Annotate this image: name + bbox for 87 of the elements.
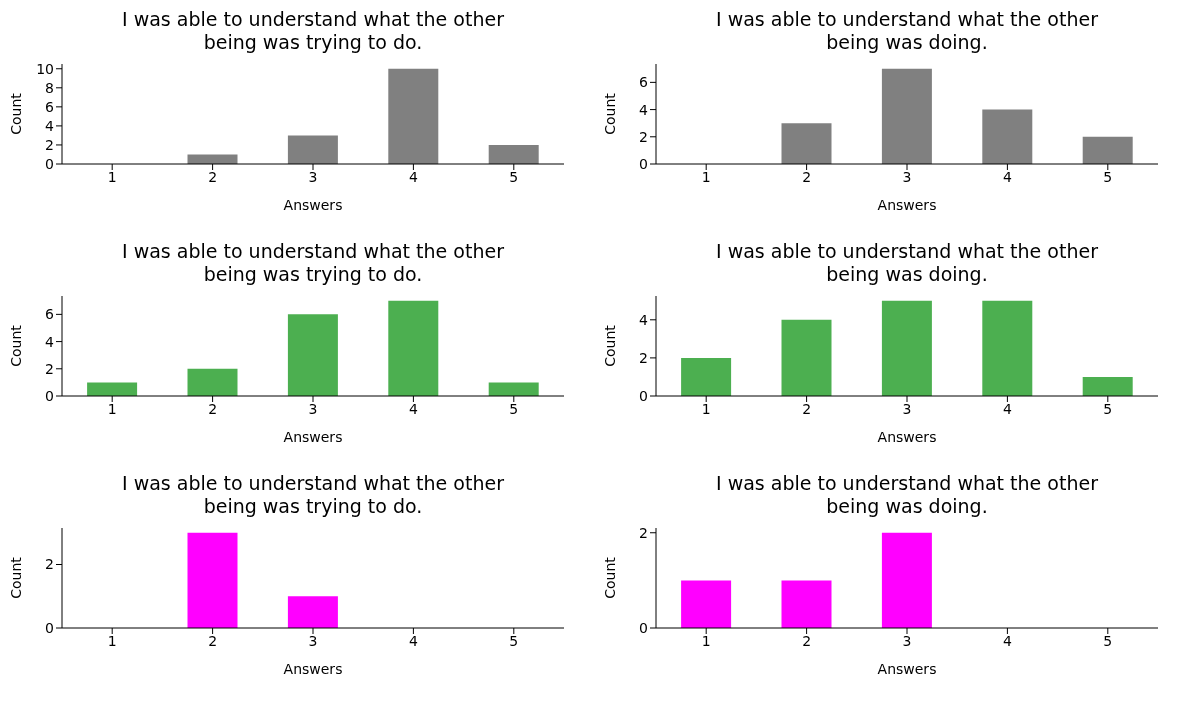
y-tick-label: 0	[45, 155, 54, 172]
chart-title: I was able to understand what the other being was doing.	[715, 472, 1099, 519]
x-tick-label: 4	[408, 632, 418, 649]
x-tick-label: 5	[1103, 632, 1113, 649]
chart-title: I was able to understand what the other being was doing.	[715, 240, 1099, 287]
y-tick-label: 2	[639, 524, 648, 541]
x-tick-label: 1	[701, 168, 711, 185]
y-tick-label: 0	[639, 619, 648, 636]
x-tick-label: 5	[1103, 400, 1113, 417]
x-tick-label: 5	[509, 400, 519, 417]
y-tick-label: 2	[45, 136, 54, 153]
y-tick-label: 0	[639, 155, 648, 172]
x-tick-label: 2	[208, 632, 218, 649]
bar	[388, 300, 439, 396]
x-tick-label: 5	[1103, 168, 1113, 185]
x-tick-label: 3	[902, 400, 912, 417]
y-axis-title: Count	[601, 92, 618, 135]
x-axis-title: Answers	[283, 429, 343, 445]
y-tick-label: 4	[45, 117, 55, 134]
x-tick-label: 4	[1002, 400, 1012, 417]
bar	[488, 144, 539, 164]
bar	[681, 357, 732, 396]
x-tick-label: 2	[208, 168, 218, 185]
y-tick-label: 2	[639, 349, 648, 366]
y-axis-title: Count	[601, 324, 618, 367]
x-tick-label: 2	[802, 632, 812, 649]
bar	[388, 68, 439, 164]
chart-title: I was able to understand what the other being was doing.	[715, 8, 1099, 55]
x-axis-title: Answers	[877, 197, 937, 213]
x-tick-label: 1	[107, 632, 117, 649]
bar	[1082, 136, 1133, 164]
x-tick-label: 4	[1002, 632, 1012, 649]
y-tick-label: 4	[639, 311, 649, 328]
y-axis-title: Count	[601, 556, 618, 599]
y-tick-label: 2	[45, 360, 54, 377]
bar	[287, 314, 338, 396]
x-tick-label: 4	[408, 400, 418, 417]
x-tick-label: 3	[902, 168, 912, 185]
y-tick-label: 0	[45, 619, 54, 636]
y-tick-label: 6	[45, 306, 55, 323]
x-tick-label: 3	[308, 632, 318, 649]
y-axis-title: Count	[7, 556, 24, 599]
bar	[187, 368, 238, 396]
x-axis-title: Answers	[877, 429, 937, 445]
y-tick-label: 2	[45, 556, 54, 573]
y-tick-label: 0	[45, 387, 54, 404]
bar	[881, 300, 932, 396]
x-tick-label: 5	[509, 168, 519, 185]
bar	[1082, 376, 1133, 396]
bar	[287, 135, 338, 164]
y-tick-label: 8	[45, 79, 54, 96]
x-tick-label: 1	[107, 168, 117, 185]
x-tick-label: 3	[902, 632, 912, 649]
x-tick-label: 2	[802, 168, 812, 185]
y-tick-label: 4	[639, 101, 649, 118]
x-tick-label: 2	[802, 400, 812, 417]
x-axis-title: Answers	[877, 661, 937, 677]
bar	[781, 123, 832, 164]
x-tick-label: 4	[408, 168, 418, 185]
x-tick-label: 4	[1002, 168, 1012, 185]
x-tick-label: 5	[509, 632, 519, 649]
bar	[187, 154, 238, 164]
y-tick-label: 10	[36, 60, 54, 77]
bar	[87, 382, 138, 396]
y-axis-title: Count	[7, 92, 24, 135]
x-axis-title: Answers	[283, 661, 343, 677]
y-axis-title: Count	[7, 324, 24, 367]
x-axis-title: Answers	[283, 197, 343, 213]
chart-title: I was able to understand what the other being was trying to do.	[121, 8, 505, 55]
y-tick-label: 2	[639, 128, 648, 145]
y-tick-label: 6	[45, 98, 55, 115]
y-tick-label: 4	[45, 333, 55, 350]
y-tick-label: 6	[639, 74, 649, 91]
bar	[781, 319, 832, 396]
bar	[982, 109, 1033, 164]
x-tick-label: 1	[107, 400, 117, 417]
x-tick-label: 3	[308, 400, 318, 417]
y-tick-label: 0	[639, 387, 648, 404]
x-tick-label: 1	[701, 400, 711, 417]
chart-title: I was able to understand what the other being was trying to do.	[121, 240, 505, 287]
bar	[488, 382, 539, 396]
x-tick-label: 3	[308, 168, 318, 185]
x-tick-label: 2	[208, 400, 218, 417]
x-tick-label: 1	[701, 632, 711, 649]
chart-title: I was able to understand what the other being was trying to do.	[121, 472, 505, 519]
bar	[881, 68, 932, 164]
bar	[982, 300, 1033, 396]
